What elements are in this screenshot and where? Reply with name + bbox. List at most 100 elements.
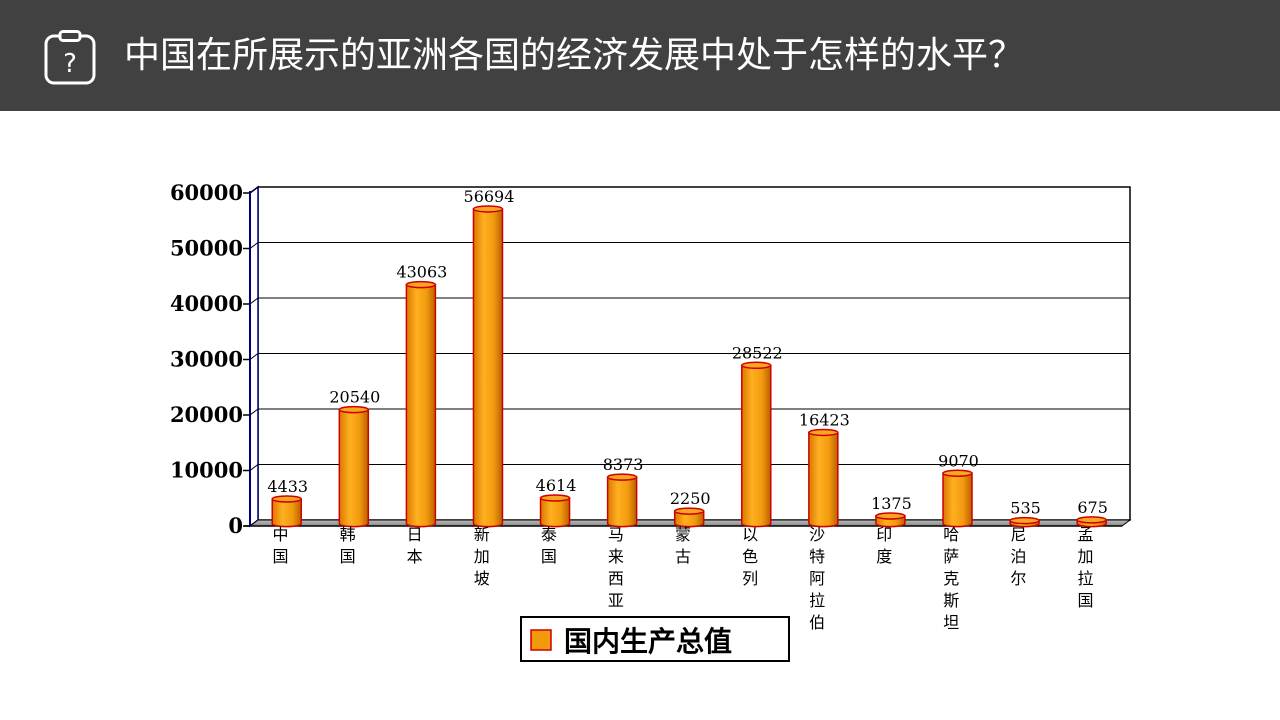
x-tick-char: 国 xyxy=(340,547,356,566)
x-tick-char: 本 xyxy=(407,547,423,566)
y-axis: 0 10000 20000 30000 40000 50000 60000 xyxy=(170,180,250,538)
y-tick-label: 50000 xyxy=(170,236,243,261)
bar-top xyxy=(539,494,571,502)
data-label: 535 xyxy=(1010,499,1041,518)
x-tick-label: 尼泊尔 xyxy=(1010,525,1026,588)
bar-12: 675 xyxy=(1076,498,1108,528)
data-label: 20540 xyxy=(329,388,380,407)
x-tick-char: 度 xyxy=(876,547,892,566)
bar-11: 535 xyxy=(1009,499,1041,528)
bar-top xyxy=(942,469,973,478)
question-clipboard-icon: ? xyxy=(44,30,96,85)
bar-top xyxy=(673,507,705,515)
gridline-side xyxy=(249,464,259,471)
page-title: 中国在所展示的亚洲各国的经济发展中处于怎样的水平？ xyxy=(124,35,1025,76)
x-tick-char: 亚 xyxy=(608,591,624,610)
plot-area xyxy=(244,185,1132,528)
x-tick-char: 蒙 xyxy=(675,525,691,544)
x-tick-char: 坦 xyxy=(943,613,959,632)
bar-top xyxy=(271,495,302,503)
x-tick-label: 中国 xyxy=(273,525,289,566)
x-tick-label: 新加坡 xyxy=(474,525,490,588)
data-label: 9070 xyxy=(938,451,979,470)
bar-body xyxy=(539,497,571,528)
legend-label: 国内生产总值 xyxy=(564,625,732,658)
legend-swatch xyxy=(530,629,552,651)
y-tick-label: 0 xyxy=(228,513,243,538)
x-tick-char: 沙 xyxy=(809,525,825,544)
data-label: 16423 xyxy=(799,410,850,429)
x-tick-char: 拉 xyxy=(1077,569,1093,588)
bar-10: 9070 xyxy=(938,451,979,528)
bar-body xyxy=(808,431,839,528)
data-label: 4614 xyxy=(536,476,577,495)
x-tick-label: 以色列 xyxy=(742,525,758,588)
bar-top xyxy=(875,512,906,520)
x-tick-char: 国 xyxy=(273,547,289,566)
x-tick-label: 日本 xyxy=(407,525,423,566)
bar-5: 8373 xyxy=(603,455,644,528)
gridline-side xyxy=(249,186,259,194)
data-label: 4433 xyxy=(267,477,308,496)
bar-top xyxy=(338,405,370,414)
x-tick-label: 泰国 xyxy=(541,525,557,566)
x-tick-char: 印 xyxy=(876,525,892,544)
legend-box xyxy=(520,616,790,662)
y-tick-label: 60000 xyxy=(170,180,243,205)
x-tick-char: 马 xyxy=(608,525,624,544)
y-tick-label: 40000 xyxy=(170,291,243,316)
x-tick-char: 尼 xyxy=(1010,525,1026,544)
x-tick-char: 国 xyxy=(1077,591,1093,610)
bar-top xyxy=(808,428,839,437)
bar-top xyxy=(1009,516,1040,525)
x-tick-char: 加 xyxy=(474,547,490,566)
bar-2: 43063 xyxy=(396,263,447,528)
bar-3: 56694 xyxy=(464,187,514,528)
bar-1: 20540 xyxy=(329,388,380,528)
title-bar: ? 中国在所展示的亚洲各国的经济发展中处于怎样的水平？ xyxy=(0,0,1280,111)
gridline-side xyxy=(249,353,259,360)
bar-7: 28522 xyxy=(732,343,783,528)
gridline-side xyxy=(249,408,259,416)
bar-0: 4433 xyxy=(267,477,308,528)
bar-body xyxy=(942,472,973,528)
x-tick-char: 新 xyxy=(474,525,490,544)
x-tick-char: 国 xyxy=(541,547,557,566)
x-tick-char: 色 xyxy=(742,547,758,566)
bar-top xyxy=(1076,516,1107,524)
x-tick-char: 以 xyxy=(742,525,758,544)
bars: 4433 20540 43063 56694 4614 8373 2250 28522 1642… xyxy=(267,187,1108,528)
x-tick-char: 列 xyxy=(742,569,758,588)
x-tick-char: 古 xyxy=(675,547,691,566)
bar-top xyxy=(606,473,638,481)
x-tick-char: 萨 xyxy=(943,547,959,566)
x-tick-char: 斯 xyxy=(943,591,959,610)
x-tick-char: 泊 xyxy=(1010,547,1026,566)
bar-body xyxy=(606,476,638,528)
data-label: 43063 xyxy=(396,263,447,282)
data-label: 8373 xyxy=(603,455,644,474)
x-tick-char: 中 xyxy=(273,525,289,544)
x-tick-char: 特 xyxy=(809,547,825,566)
gridlines xyxy=(249,186,1130,471)
bar-body xyxy=(271,498,302,528)
data-label: 675 xyxy=(1077,498,1108,517)
x-tick-char: 泰 xyxy=(541,525,557,544)
x-tick-char: 克 xyxy=(943,569,959,588)
x-tick-char: 坡 xyxy=(474,569,490,588)
x-tick-char: 西 xyxy=(608,569,624,588)
bar-top xyxy=(472,205,504,213)
x-tick-char: 加 xyxy=(1077,547,1093,566)
svg-text:?: ? xyxy=(63,49,77,79)
data-label: 28522 xyxy=(732,343,783,362)
x-tick-char: 伯 xyxy=(809,613,825,632)
bar-body xyxy=(673,510,705,528)
x-tick-char: 日 xyxy=(407,525,423,544)
y-tick-label: 20000 xyxy=(170,402,243,427)
